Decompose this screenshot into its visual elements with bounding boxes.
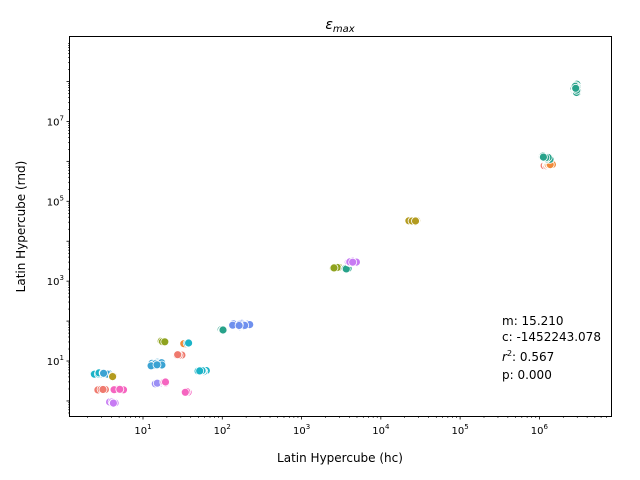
chart-title: εmax	[325, 17, 354, 35]
chart-title-base: ε	[325, 17, 333, 33]
y-axis-label: Latin Hypercube (rnd)	[14, 161, 28, 293]
annotation-pvalue: p: 0.000	[502, 368, 552, 382]
x-tick-label: 102	[214, 423, 231, 437]
data-point	[539, 152, 548, 162]
regression-annotation: m: 15.210 c: -1452243.078 r2: 0.567 p: 0…	[502, 314, 601, 382]
data-point	[571, 83, 581, 93]
annotation-r2-value: : 0.567	[512, 350, 554, 364]
x-axis-label: Latin Hypercube (hc)	[277, 451, 403, 465]
y-tick-label: 105	[47, 194, 64, 208]
data-point	[160, 337, 170, 347]
data-point	[98, 385, 108, 394]
scatter-points	[89, 79, 582, 408]
data-point	[329, 263, 339, 273]
x-axis-ticks: 101 102 103 104 105 106	[87, 416, 607, 437]
data-point	[411, 216, 420, 226]
annotation-slope: m: 15.210	[502, 314, 564, 328]
data-point	[180, 387, 190, 397]
x-tick-label: 101	[134, 423, 151, 437]
y-tick-label: 101	[47, 354, 64, 368]
x-tick-label: 105	[452, 423, 469, 437]
data-point	[115, 384, 125, 394]
data-point	[234, 321, 244, 330]
data-point	[152, 360, 162, 370]
y-tick-label: 107	[47, 114, 64, 128]
annotation-intercept: c: -1452243.078	[502, 330, 601, 344]
y-tick-label: 103	[47, 274, 64, 288]
plot-frame	[69, 36, 612, 417]
data-point	[184, 338, 194, 348]
annotation-r2-label: r	[502, 350, 508, 364]
annotation-r2: r2: 0.567	[502, 349, 554, 364]
x-tick-label: 103	[293, 423, 310, 437]
chart-title-sub: max	[333, 24, 355, 35]
data-point	[348, 257, 358, 267]
x-tick-label: 106	[531, 423, 549, 437]
data-point	[161, 377, 170, 387]
x-tick-label: 104	[372, 423, 390, 437]
data-point	[99, 368, 108, 378]
data-point	[108, 372, 117, 382]
data-point	[173, 350, 183, 360]
annotation-r2-exp: 2	[507, 349, 512, 358]
data-point	[218, 325, 228, 335]
y-axis-ticks: 101 103 105 107	[47, 43, 70, 414]
data-point	[109, 398, 118, 408]
data-point	[195, 366, 205, 376]
